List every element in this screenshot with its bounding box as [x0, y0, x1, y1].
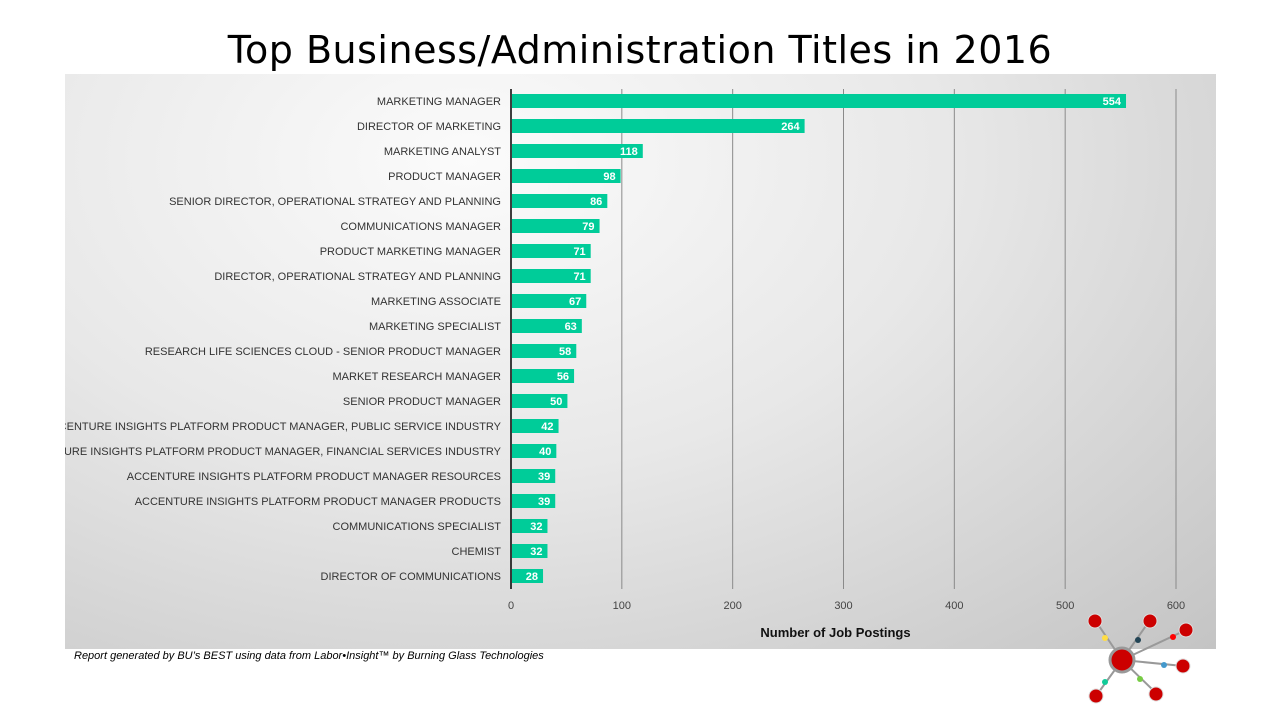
category-label: MARKETING SPECIALIST [369, 321, 501, 333]
bar [512, 194, 608, 208]
bar [512, 219, 600, 233]
data-label: 86 [590, 196, 602, 208]
x-tick-label: 600 [1167, 600, 1185, 612]
data-label: 264 [781, 121, 800, 133]
x-tick-label: 500 [1056, 600, 1074, 612]
category-label: PRODUCT MANAGER [388, 171, 501, 183]
category-label: MARKETING ANALYST [384, 146, 501, 158]
data-label: 32 [530, 546, 542, 558]
category-label: PRODUCT MARKETING MANAGER [320, 246, 501, 258]
data-label: 42 [541, 421, 553, 433]
bar [512, 369, 575, 383]
chart-panel: 0 100 200 300 400 500 600 MARKETING MANAGER 554 D… [65, 74, 1216, 649]
bar [512, 519, 548, 533]
category-label: ACCENTURE INSIGHTS PLATFORM PRODUCT MANA… [127, 471, 501, 483]
bar [512, 344, 577, 358]
x-tick-label: 400 [945, 600, 963, 612]
x-axis-title: Number of Job Postings [760, 625, 910, 640]
category-label: MARKETING MANAGER [377, 96, 501, 108]
data-label: 28 [526, 571, 538, 583]
bar [512, 119, 805, 133]
data-label: 40 [539, 446, 551, 458]
bar [512, 169, 621, 183]
footer-credit: Report generated by BU’s BEST using data… [74, 650, 544, 662]
category-label: COMMUNICATIONS SPECIALIST [333, 521, 502, 533]
bar [512, 94, 1127, 108]
bar [512, 269, 591, 283]
category-label: ACCENTURE INSIGHTS PLATFORM PRODUCT MANA… [65, 421, 502, 433]
x-tick-label: 100 [613, 600, 631, 612]
data-label: 554 [1103, 96, 1122, 108]
data-label: 39 [538, 471, 550, 483]
category-label: ACCENTURE INSIGHTS PLATFORM PRODUCT MANA… [135, 496, 501, 508]
data-label: 50 [550, 396, 562, 408]
x-tick-label: 200 [723, 600, 741, 612]
category-label: MARKETING ASSOCIATE [371, 296, 501, 308]
category-label: SENIOR PRODUCT MANAGER [343, 396, 501, 408]
category-label: CHEMIST [452, 546, 502, 558]
bar [512, 544, 548, 558]
bar [512, 569, 544, 583]
data-label: 58 [559, 346, 571, 358]
data-label: 63 [565, 321, 577, 333]
data-label: 71 [573, 271, 585, 283]
bar [512, 444, 557, 458]
chart-title: Top Business/Administration Titles in 20… [227, 28, 1053, 72]
data-label: 32 [530, 521, 542, 533]
bar [512, 319, 582, 333]
category-label: DIRECTOR OF MARKETING [357, 121, 501, 133]
data-label: 67 [569, 296, 581, 308]
x-tick-label: 0 [508, 600, 514, 612]
data-label: 98 [603, 171, 615, 183]
data-label: 118 [620, 146, 638, 158]
bar [512, 494, 556, 508]
data-label: 71 [573, 246, 585, 258]
data-label: 79 [582, 221, 594, 233]
network-nodes-icon [1087, 613, 1194, 704]
bar [512, 419, 559, 433]
bar [512, 294, 587, 308]
category-label: DIRECTOR, OPERATIONAL STRATEGY AND PLANN… [214, 271, 501, 283]
data-label: 56 [557, 371, 569, 383]
category-label: RESEARCH LIFE SCIENCES CLOUD - SENIOR PR… [145, 346, 501, 358]
category-label: MARKET RESEARCH MANAGER [333, 371, 502, 383]
category-label: DIRECTOR OF COMMUNICATIONS [321, 571, 501, 583]
category-label: SENIOR DIRECTOR, OPERATIONAL STRATEGY AN… [169, 196, 501, 208]
bar [512, 394, 568, 408]
data-label: 39 [538, 496, 550, 508]
bar [512, 469, 556, 483]
bar [512, 144, 643, 158]
category-label: ACCENTURE INSIGHTS PLATFORM PRODUCT MANA… [65, 446, 502, 458]
category-label: COMMUNICATIONS MANAGER [340, 221, 501, 233]
x-tick-label: 300 [834, 600, 852, 612]
bar-chart: 0 100 200 300 400 500 600 MARKETING MANAGER 554 D… [65, 89, 1185, 640]
bar [512, 244, 591, 258]
